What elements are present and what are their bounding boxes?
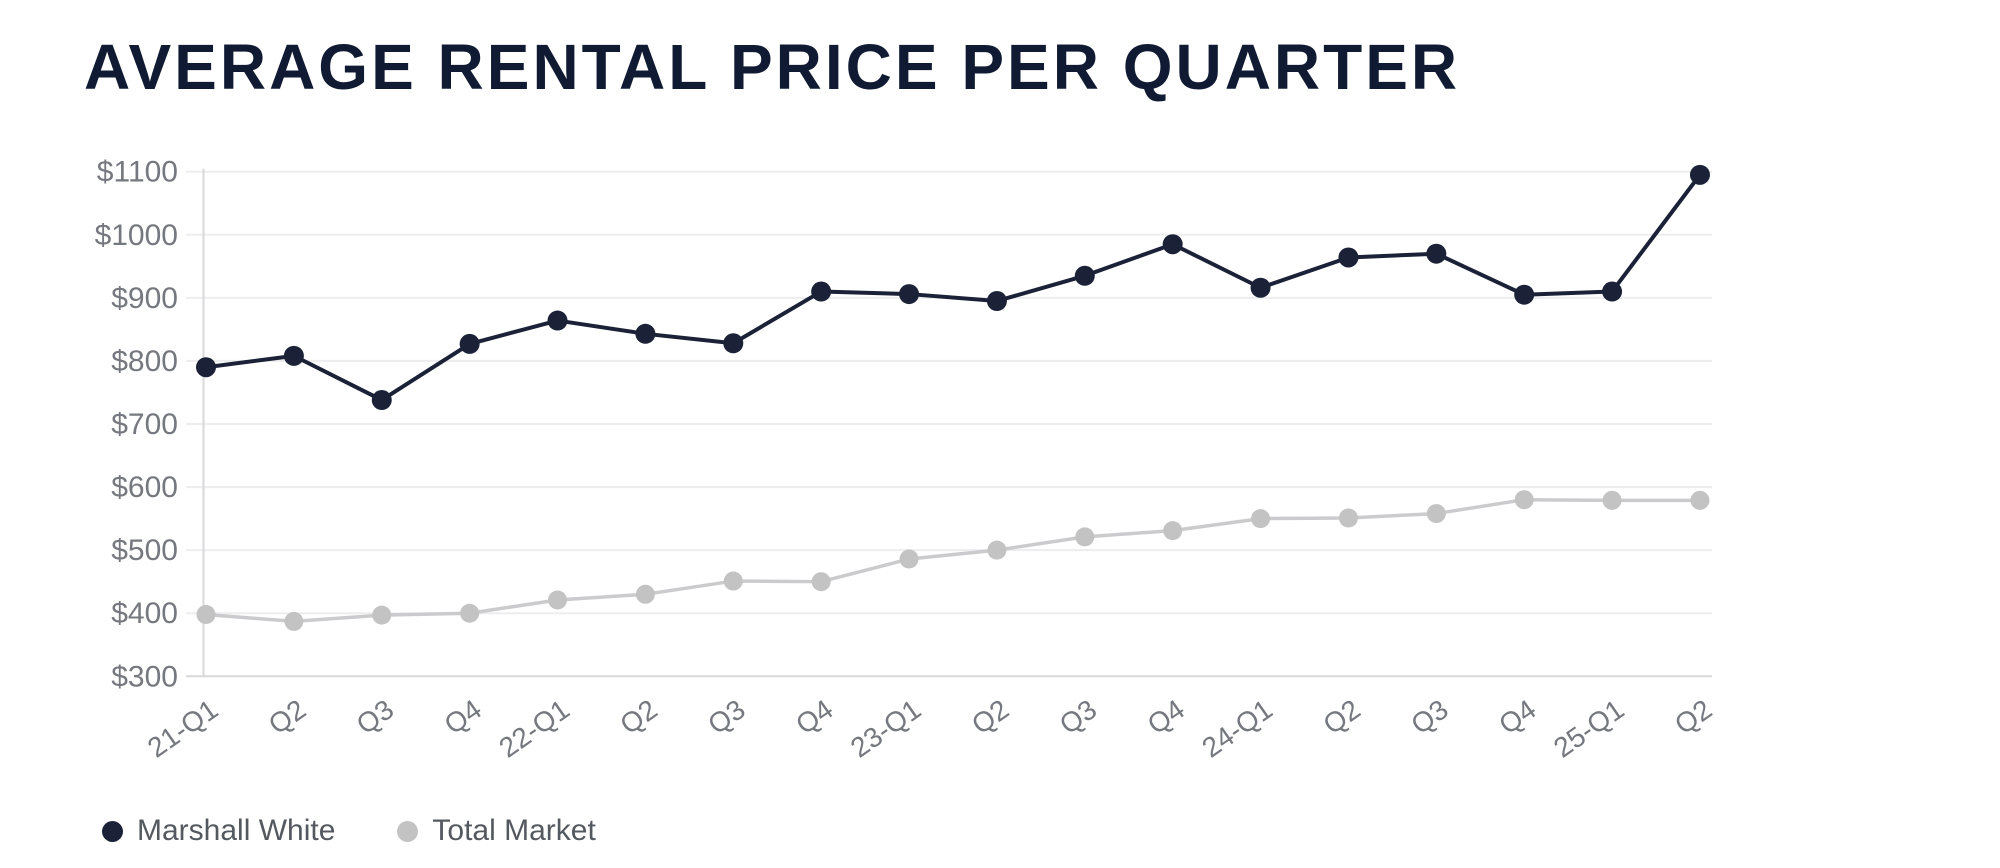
x-axis-label: Q3	[1054, 694, 1102, 741]
total-market-series-dot	[397, 820, 419, 842]
y-axis-label: $600	[111, 471, 178, 504]
data-point-marshall-white	[1338, 247, 1359, 268]
data-point-marshall-white	[1426, 243, 1447, 264]
x-axis-label: 25-Q1	[1548, 694, 1630, 764]
data-point-marshall-white	[635, 323, 656, 344]
chart-title: AVERAGE RENTAL PRICE PER QUARTER	[84, 31, 1461, 103]
y-axis-label: $400	[111, 597, 178, 630]
x-axis-label: 24-Q1	[1196, 694, 1278, 764]
data-point-total-market	[1514, 490, 1534, 510]
data-point-marshall-white	[283, 345, 304, 366]
x-axis-label: 22-Q1	[493, 694, 575, 764]
series-line-marshall-white	[204, 172, 1702, 403]
y-axis-label: $700	[111, 408, 178, 441]
legend-item-total-market: Total Market	[397, 814, 596, 848]
data-point-total-market	[1338, 508, 1358, 528]
x-axis-label: Q3	[351, 694, 399, 741]
y-axis-label: $500	[111, 534, 178, 567]
legend-label-marshall-white: Marshall White	[137, 814, 336, 847]
data-point-marshall-white	[811, 281, 832, 302]
x-axis-label: Q2	[1317, 694, 1365, 741]
data-point-total-market	[1251, 509, 1271, 529]
x-axis-label: 21-Q1	[142, 694, 224, 764]
data-point-total-market	[987, 540, 1007, 560]
data-point-total-market	[811, 572, 831, 592]
data-point-marshall-white	[1602, 281, 1623, 302]
data-point-total-market	[1426, 504, 1446, 524]
x-axis-label: Q2	[966, 694, 1014, 741]
chart-legend: Marshall White Total Market	[102, 814, 596, 848]
data-point-total-market	[723, 571, 743, 591]
data-point-total-market	[460, 603, 480, 623]
x-axis-label: Q2	[263, 694, 311, 741]
data-point-marshall-white	[196, 357, 216, 378]
data-point-total-market	[635, 584, 655, 604]
data-point-marshall-white	[1689, 164, 1710, 185]
data-point-marshall-white	[547, 310, 568, 331]
data-point-total-market	[548, 590, 568, 610]
y-axis-label: $900	[111, 282, 178, 315]
data-point-marshall-white	[899, 284, 920, 305]
data-point-total-market	[1690, 490, 1710, 510]
data-point-total-market	[284, 611, 304, 631]
x-axis-label: Q4	[1142, 694, 1190, 741]
y-axis-label: $1000	[95, 219, 178, 252]
data-point-marshall-white	[723, 333, 744, 354]
marshall-white-series-dot	[102, 820, 123, 842]
data-point-marshall-white	[459, 333, 480, 354]
x-axis-label: Q2	[1669, 694, 1717, 741]
series-line-total-market	[204, 497, 1702, 624]
x-axis-label: Q3	[1405, 694, 1453, 741]
data-point-marshall-white	[986, 291, 1007, 312]
y-axis-label: $1100	[97, 156, 178, 189]
x-axis-label: Q4	[439, 694, 487, 741]
x-axis-label: Q2	[614, 694, 662, 741]
data-point-total-market	[1602, 490, 1622, 510]
data-point-total-market	[1075, 527, 1095, 547]
legend-label-total-market: Total Market	[432, 814, 596, 847]
data-point-total-market	[372, 605, 392, 625]
data-point-marshall-white	[1514, 284, 1535, 305]
data-point-total-market	[1163, 521, 1183, 541]
x-axis-label: Q3	[702, 694, 750, 741]
data-point-total-market	[899, 549, 919, 569]
data-point-marshall-white	[1074, 265, 1095, 286]
data-point-marshall-white	[371, 390, 392, 411]
legend-item-marshall-white: Marshall White	[102, 814, 335, 848]
data-point-marshall-white	[1250, 277, 1271, 298]
data-point-marshall-white	[1162, 234, 1183, 255]
data-point-total-market	[196, 604, 216, 624]
y-axis-label: $300	[111, 660, 178, 693]
x-axis-label: Q4	[1493, 694, 1541, 741]
y-axis-label: $800	[111, 345, 178, 378]
x-axis-label: 23-Q1	[845, 694, 927, 764]
x-axis-label: Q4	[790, 694, 838, 741]
